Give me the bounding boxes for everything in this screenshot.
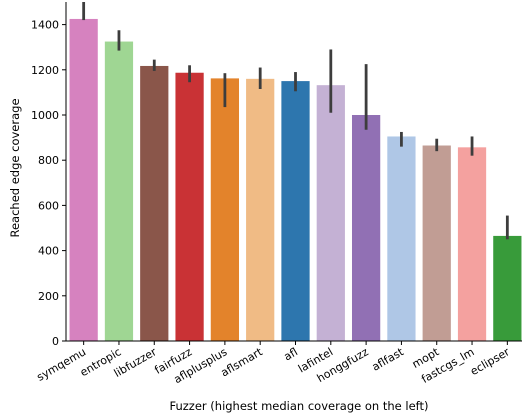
x-tick-label-eclipser: eclipser <box>468 345 512 378</box>
x-tick-label-symqemu: symqemu <box>35 345 89 383</box>
y-tick-label: 200 <box>38 290 59 303</box>
bar-fastcgs_lm <box>457 147 487 341</box>
bar-aflsmart <box>246 78 275 341</box>
bar-symqemu <box>69 18 98 341</box>
y-tick-label: 800 <box>38 154 59 167</box>
bar-afl <box>281 81 310 341</box>
bar-aflplusplus <box>210 78 240 341</box>
x-tick-label-afl: afl <box>282 345 300 363</box>
x-ticks-group: symqemuentropiclibfuzzerfairfuzzaflplusp… <box>35 341 512 386</box>
y-tick-label: 0 <box>52 335 59 348</box>
bars-group <box>69 18 522 342</box>
bar-aflfast <box>387 136 416 341</box>
x-tick-label-aflfast: aflfast <box>370 345 407 374</box>
x-axis-title: Fuzzer (highest median coverage on the l… <box>169 399 428 413</box>
y-axis-title: Reached edge coverage <box>8 98 22 237</box>
y-tick-label: 1200 <box>31 64 59 77</box>
y-ticks-group: 0 200 400 600 800 1000 1200 1400 <box>31 19 66 348</box>
y-tick-label: 1000 <box>31 109 59 122</box>
y-tick-label: 400 <box>38 245 59 258</box>
y-tick-label: 600 <box>38 199 59 212</box>
bar-libfuzzer <box>140 65 169 341</box>
bar-lafintel <box>316 85 345 341</box>
bar-honggfuzz <box>351 115 381 341</box>
y-tick-label: 1400 <box>31 19 59 32</box>
bar-mopt <box>422 145 451 341</box>
bar-entropic <box>104 41 134 342</box>
bar-fairfuzz <box>175 72 204 341</box>
bar-eclipser <box>493 235 522 341</box>
error-bars-group <box>82 2 509 240</box>
